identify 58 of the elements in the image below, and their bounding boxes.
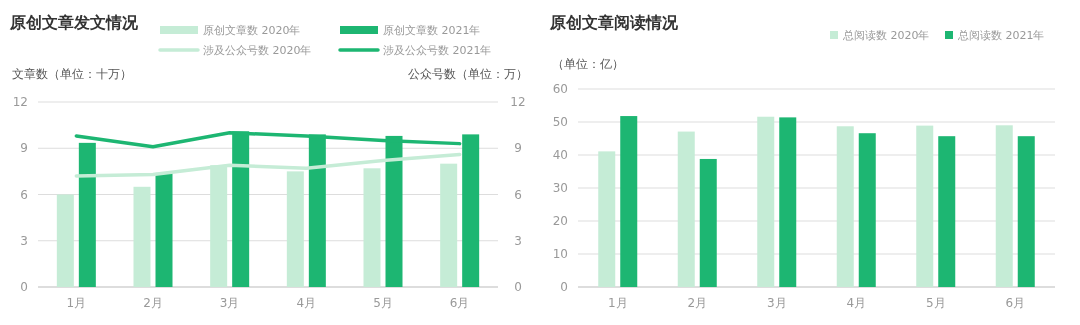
bar bbox=[699, 158, 717, 287]
y-tick-label: 0 bbox=[560, 280, 568, 294]
y2-tick-label: 0 bbox=[514, 280, 522, 294]
y-axis-title: （单位：亿） bbox=[552, 57, 624, 71]
x-tick-label: 5月 bbox=[925, 296, 946, 310]
y-tick-label: 40 bbox=[552, 148, 568, 162]
y2-tick-label: 6 bbox=[514, 187, 522, 202]
bar bbox=[1017, 136, 1035, 287]
x-tick-label: 5月 bbox=[373, 296, 393, 310]
legend-label: 涉及公众号数 2021年 bbox=[383, 44, 492, 57]
bar bbox=[836, 126, 854, 287]
y-tick-label: 9 bbox=[20, 141, 28, 156]
y-tick-label: 6 bbox=[20, 187, 28, 202]
y-tick-label: 12 bbox=[12, 95, 28, 109]
legend-label: 涉及公众号数 2020年 bbox=[203, 44, 312, 57]
legend-label: 原创文章数 2020年 bbox=[203, 24, 301, 37]
bar bbox=[677, 131, 695, 287]
chart-title: 原创文章发文情况 bbox=[9, 13, 139, 32]
bar bbox=[916, 125, 934, 287]
y-axis-title: 文章数（单位：十万） bbox=[12, 67, 132, 81]
chart-title: 原创文章阅读情况 bbox=[549, 13, 679, 32]
bar bbox=[598, 151, 616, 287]
bar bbox=[363, 168, 381, 287]
legend-label: 总阅读数 2021年 bbox=[957, 29, 1045, 42]
y-tick-label: 0 bbox=[20, 280, 28, 294]
bar bbox=[440, 163, 458, 287]
y-tick-label: 10 bbox=[552, 247, 568, 261]
x-tick-label: 2月 bbox=[687, 296, 708, 310]
y-tick-label: 3 bbox=[20, 233, 28, 248]
x-tick-label: 4月 bbox=[846, 296, 867, 310]
bar bbox=[620, 116, 638, 287]
x-tick-label: 3月 bbox=[219, 296, 240, 310]
x-tick-label: 1月 bbox=[66, 296, 87, 310]
bar bbox=[133, 186, 151, 287]
x-tick-label: 6月 bbox=[449, 296, 470, 310]
y2-tick-label: 12 bbox=[510, 95, 526, 109]
x-tick-label: 6月 bbox=[1005, 296, 1026, 310]
bar bbox=[779, 117, 797, 287]
bar bbox=[155, 172, 173, 287]
y2-tick-label: 3 bbox=[514, 233, 522, 248]
x-tick-label: 1月 bbox=[607, 296, 628, 310]
legend-label: 总阅读数 2020年 bbox=[842, 29, 930, 42]
x-tick-label: 3月 bbox=[766, 296, 787, 310]
y-tick-label: 50 bbox=[552, 115, 568, 129]
y2-tick-label: 9 bbox=[514, 141, 522, 156]
y-tick-label: 20 bbox=[552, 214, 568, 228]
bar bbox=[757, 116, 775, 287]
bar bbox=[78, 142, 96, 287]
bar bbox=[938, 136, 956, 287]
bar bbox=[56, 194, 74, 287]
y-tick-label: 60 bbox=[552, 82, 568, 96]
legend-label: 原创文章数 2021年 bbox=[383, 24, 481, 37]
x-tick-label: 4月 bbox=[296, 296, 317, 310]
y2-axis-title: 公众号数（单位：万） bbox=[408, 67, 528, 81]
bar bbox=[858, 133, 876, 287]
x-tick-label: 2月 bbox=[143, 296, 163, 310]
y-tick-label: 30 bbox=[552, 181, 568, 195]
bar bbox=[995, 125, 1013, 287]
